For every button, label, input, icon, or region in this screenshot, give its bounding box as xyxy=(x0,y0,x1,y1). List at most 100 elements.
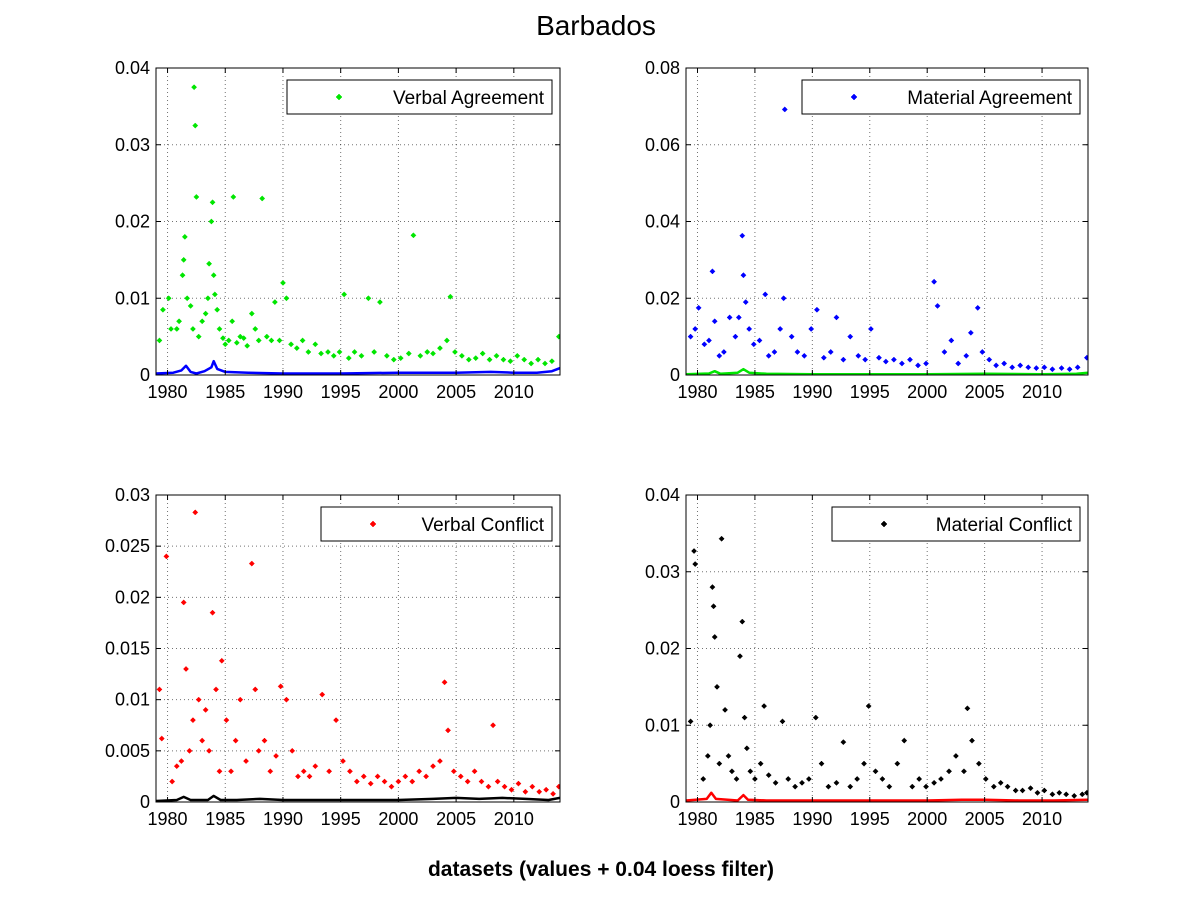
data-point xyxy=(381,778,388,785)
data-point xyxy=(788,333,795,340)
data-point xyxy=(555,333,560,340)
x-tick-label: 2005 xyxy=(965,809,1005,829)
data-point xyxy=(371,349,378,355)
data-point xyxy=(191,84,198,91)
data-point xyxy=(271,299,278,306)
series-material-conflict xyxy=(687,535,1088,799)
y-tick-label: 0.03 xyxy=(645,562,680,582)
data-point xyxy=(785,776,792,782)
data-point xyxy=(716,760,723,767)
data-point xyxy=(543,786,550,793)
data-point xyxy=(946,768,952,775)
data-point xyxy=(443,337,450,344)
data-point xyxy=(898,360,905,367)
data-point xyxy=(1017,362,1024,369)
data-point xyxy=(687,718,694,725)
data-point xyxy=(974,304,981,311)
data-point xyxy=(230,193,237,200)
data-point xyxy=(507,358,514,365)
data-point xyxy=(312,341,319,348)
data-point xyxy=(225,337,232,344)
y-tick-label: 0.02 xyxy=(115,587,150,607)
x-tick-label: 1990 xyxy=(263,809,303,829)
data-point xyxy=(209,609,216,616)
series-material-agreement xyxy=(687,106,1088,373)
legend-marker xyxy=(880,520,888,528)
x-tick-label: 1985 xyxy=(735,809,775,829)
data-point xyxy=(840,739,847,746)
data-point xyxy=(1034,789,1041,796)
data-point xyxy=(493,352,500,359)
loess-line xyxy=(686,791,1088,802)
data-point xyxy=(862,356,869,363)
data-point xyxy=(283,295,290,302)
data-point xyxy=(890,356,897,363)
data-point xyxy=(901,737,908,744)
data-point xyxy=(478,778,485,785)
data-point xyxy=(818,760,825,767)
data-point xyxy=(1074,364,1081,371)
data-point xyxy=(772,779,779,786)
legend: Material Agreement xyxy=(801,79,1081,115)
data-point xyxy=(300,768,307,775)
data-point xyxy=(961,768,967,775)
data-point xyxy=(222,341,229,348)
data-point xyxy=(464,778,471,785)
data-point xyxy=(360,773,367,780)
data-point xyxy=(441,679,448,686)
x-tick-label: 1995 xyxy=(321,809,361,829)
data-point xyxy=(295,773,301,780)
data-point xyxy=(765,352,772,359)
data-point xyxy=(374,773,381,780)
data-point xyxy=(907,356,913,363)
data-point xyxy=(737,653,743,660)
data-point xyxy=(1009,364,1016,371)
data-point xyxy=(741,714,748,721)
data-point xyxy=(700,776,707,782)
y-tick-label: 0.01 xyxy=(115,690,150,710)
data-point xyxy=(813,306,820,313)
x-tick-label: 2000 xyxy=(378,809,418,829)
data-point xyxy=(437,345,443,352)
data-point xyxy=(747,768,754,775)
data-point xyxy=(424,349,431,355)
data-point xyxy=(158,735,165,742)
data-point xyxy=(452,349,458,355)
data-point xyxy=(1049,791,1056,798)
data-point xyxy=(1066,366,1073,373)
data-point xyxy=(792,783,799,790)
data-point xyxy=(501,783,508,790)
x-tick-label: 1985 xyxy=(205,382,245,402)
data-point xyxy=(1019,787,1026,794)
data-point xyxy=(277,683,284,690)
data-point xyxy=(288,341,295,348)
data-point xyxy=(969,737,975,744)
data-point xyxy=(383,352,390,359)
data-point xyxy=(725,752,732,759)
data-point xyxy=(909,783,916,790)
data-point xyxy=(808,325,815,332)
data-point xyxy=(252,325,259,332)
y-tick-label: 0 xyxy=(140,365,150,385)
data-point xyxy=(202,310,209,317)
data-point xyxy=(990,783,997,790)
x-tick-label: 2010 xyxy=(494,382,534,402)
data-point xyxy=(465,356,472,363)
data-point xyxy=(189,325,196,332)
data-point xyxy=(410,232,417,239)
data-point xyxy=(781,106,788,113)
x-tick-label: 1980 xyxy=(677,809,717,829)
data-point xyxy=(1083,789,1088,796)
data-point xyxy=(761,703,768,710)
data-point xyxy=(353,778,360,785)
data-point xyxy=(691,548,697,554)
data-point xyxy=(333,717,340,724)
data-point xyxy=(876,354,882,361)
y-tick-label: 0.03 xyxy=(115,135,150,155)
data-point xyxy=(450,768,457,775)
data-point xyxy=(979,349,986,355)
data-point xyxy=(799,779,805,786)
data-point xyxy=(395,778,402,785)
data-point xyxy=(156,686,163,693)
